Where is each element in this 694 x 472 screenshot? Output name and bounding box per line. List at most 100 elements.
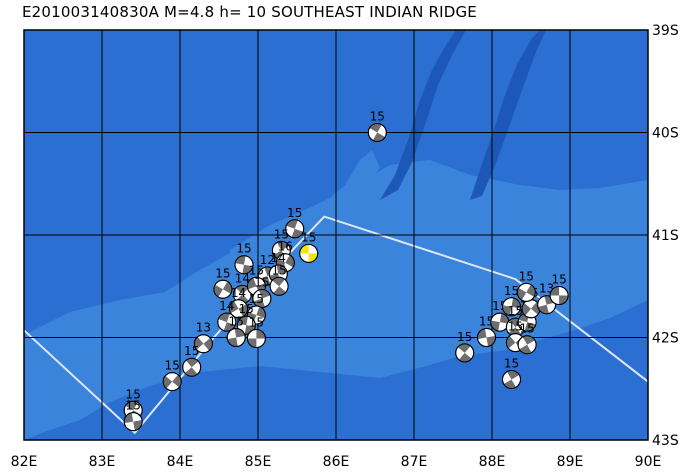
focal-mechanism[interactable]: 15 (501, 284, 522, 317)
compression-quadrant (163, 374, 182, 389)
compression-quadrant (124, 412, 143, 431)
graticule (24, 30, 648, 440)
lat-tick-label: 43S (652, 433, 679, 449)
mechanism-depth-label: 12 (260, 253, 275, 267)
compression-quadrant (184, 358, 199, 377)
focal-mechanism[interactable]: 15 (250, 276, 273, 311)
compression-quadrant (247, 329, 266, 348)
mechanism-depth-label: 15 (126, 399, 141, 413)
focal-mechanism[interactable]: 13 (191, 321, 216, 357)
focal-mechanism[interactable]: 15 (236, 302, 257, 335)
compression-quadrant (299, 244, 318, 263)
mechanism-depth-label: 15 (184, 344, 199, 358)
lon-tick-label: 88E (479, 454, 506, 470)
lon-tick-label: 87E (401, 454, 428, 470)
mechanism-depth-label: 14 (271, 251, 286, 265)
lon-tick-label: 89E (557, 454, 584, 470)
mechanism-depth-label: 15 (236, 242, 251, 256)
mechanism-depth-label: 15 (287, 206, 302, 220)
compression-quadrant (517, 284, 536, 301)
mechanism-depth-label: 13 (196, 321, 211, 335)
mechanism-depth-label: 15 (239, 302, 254, 316)
focal-mechanism[interactable]: 15 (283, 206, 306, 241)
compression-quadrant (369, 123, 386, 142)
mechanism-depth-label: 15 (126, 387, 141, 401)
mechanism-depth-label: 14 (235, 271, 250, 285)
mechanism-depth-label: 16 (278, 240, 293, 254)
focal-mechanism[interactable]: 15 (514, 269, 539, 304)
mechanism-depth-label: 15 (165, 359, 180, 373)
lon-tick-label: 84E (167, 454, 194, 470)
mechanism-depth-label: 15 (271, 263, 286, 277)
mechanism-depth-label: 15 (508, 320, 523, 334)
compression-quadrant (213, 281, 232, 298)
compression-quadrant (477, 328, 496, 347)
mechanism-depth-label: 15 (457, 330, 472, 344)
compression-quadrant (502, 297, 521, 316)
compression-quadrant (227, 328, 246, 347)
lat-tick-label: 40S (652, 126, 679, 142)
focal-mechanism[interactable]: 15 (123, 399, 144, 432)
compression-quadrant (503, 370, 520, 389)
map-title: E201003140830A M=4.8 h= 10 SOUTHEAST IND… (22, 3, 477, 21)
mechanism-depth-label: 15 (249, 292, 264, 306)
mechanism-depth-label: 15 (508, 304, 523, 318)
focal-mechanism[interactable]: 15 (234, 242, 255, 275)
lon-tick-label: 85E (245, 454, 272, 470)
mechanism-depth-label: 15 (301, 230, 316, 244)
focal-mechanism[interactable]: 15 (549, 273, 569, 305)
mechanism-depth-label: 15 (249, 316, 264, 330)
focal-mechanism[interactable]: 15 (299, 230, 319, 263)
mechanism-depth-label: 15 (479, 315, 494, 329)
focal-mechanism[interactable]: 15 (452, 330, 477, 366)
compression-quadrant (272, 277, 286, 296)
lat-tick-label: 39S (652, 23, 679, 39)
focal-mechanism[interactable]: 15 (179, 344, 204, 380)
trench-line (380, 30, 466, 200)
lat-tick-label: 42S (652, 331, 679, 347)
mechanism-depth-label: 15 (254, 276, 269, 290)
mechanism-depth-label: 15 (229, 315, 244, 329)
focal-mechanism[interactable]: 15 (365, 110, 390, 145)
mechanism-depth-label: 15 (504, 357, 519, 371)
mechanism-depth-label: 15 (519, 322, 534, 336)
trench-line-east (470, 30, 546, 200)
mechanism-depth-label: 15 (504, 284, 519, 298)
mechanism-depth-label: 14 (219, 299, 234, 313)
mechanism-depth-label: 15 (215, 266, 230, 280)
mechanism-depth-label: 15 (519, 269, 534, 283)
mechanism-depth-label: 14 (231, 286, 246, 300)
compression-quadrant (550, 286, 569, 305)
compression-quadrant (235, 255, 253, 274)
focal-mechanism[interactable]: 15 (266, 263, 291, 299)
lat-tick-label: 41S (652, 228, 679, 244)
focal-mechanism[interactable]: 15 (211, 266, 236, 301)
focal-mechanism[interactable]: 15 (160, 359, 185, 395)
mechanism-depth-label: 15 (370, 110, 385, 124)
lon-tick-label: 90E (635, 454, 662, 470)
compression-quadrant (519, 335, 535, 354)
compression-quadrant (237, 316, 256, 335)
ridge-shallow-area-north (230, 150, 380, 275)
map-frame (23, 29, 649, 441)
compression-quadrant (490, 313, 509, 331)
focal-mechanism[interactable]: 15 (246, 316, 266, 348)
lon-tick-label: 83E (89, 454, 116, 470)
focal-mechanism[interactable]: 15 (476, 315, 497, 348)
compression-quadrant (194, 336, 213, 351)
focal-mechanism[interactable]: 14 (230, 271, 255, 307)
compression-quadrant (229, 301, 248, 317)
axis-ticks: 82E 83E 84E 85E 86E 87E 88E 89E 90E 39S 40S 41S 42S 4… (11, 23, 679, 470)
focal-mechanism[interactable]: 15 (515, 322, 540, 357)
mechanism-depth-label: 15 (274, 227, 289, 241)
focal-mechanism[interactable]: 15 (226, 315, 247, 348)
focal-mechanism[interactable]: 14 (226, 286, 251, 321)
lon-tick-label: 82E (11, 454, 38, 470)
focal-mechanism[interactable]: 15 (499, 357, 524, 392)
compression-quadrant (457, 343, 472, 362)
lon-tick-label: 86E (323, 454, 350, 470)
mechanism-depth-label: 15 (249, 263, 264, 277)
mechanism-depth-label: 15 (551, 273, 566, 287)
